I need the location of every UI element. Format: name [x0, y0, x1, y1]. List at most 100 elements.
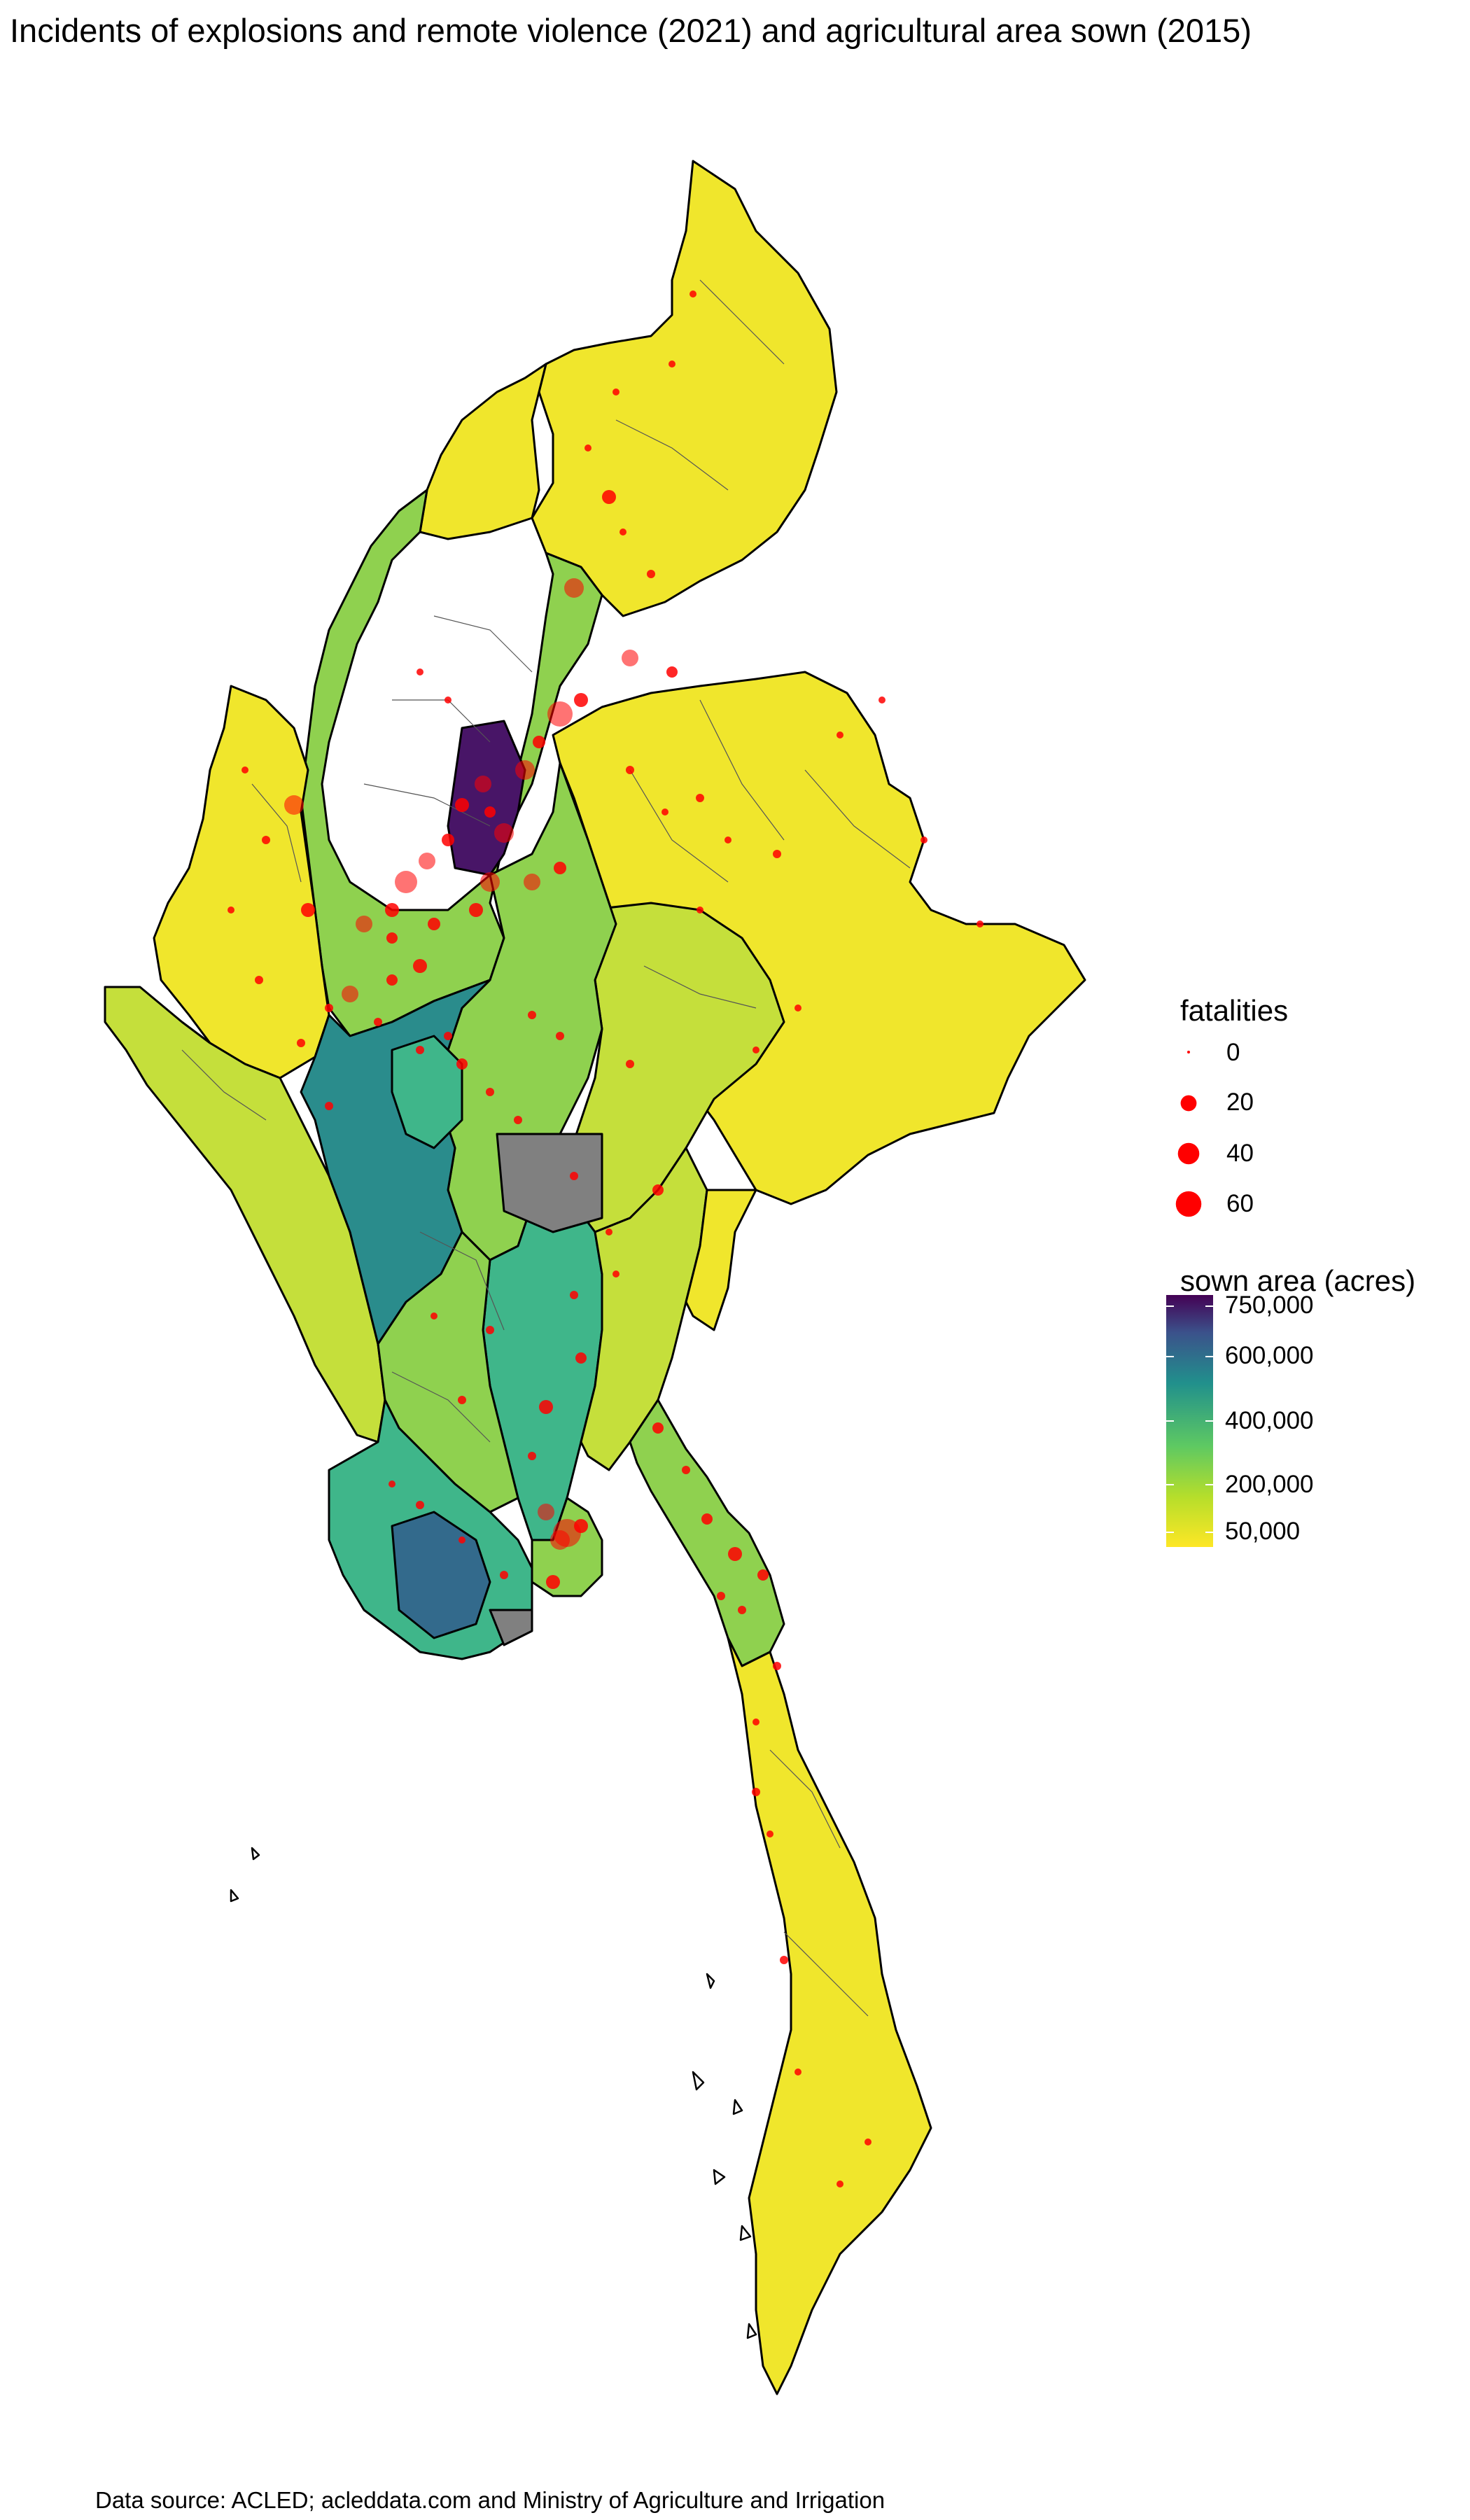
incident-point [766, 1830, 774, 1837]
incident-point [752, 1788, 760, 1796]
incident-point [255, 976, 263, 984]
legend-fatalities-title: fatalities [1180, 994, 1289, 1027]
incident-point [494, 823, 514, 843]
incident-point [752, 1718, 760, 1726]
incident-point [469, 903, 483, 917]
legend-fatalities-dot [1187, 1051, 1190, 1054]
legend-graphics [1166, 1051, 1213, 1547]
incident-point [584, 444, 592, 451]
township-boundary [251, 783, 302, 883]
incident-point [976, 920, 983, 927]
region-kayah [685, 1189, 757, 1331]
incident-point [444, 1032, 452, 1040]
region-na-grey-south [489, 1609, 533, 1646]
incident-point [458, 1536, 465, 1544]
incident-point [416, 1046, 424, 1054]
township-boundary [363, 783, 491, 827]
incident-point [385, 903, 399, 917]
incident-point [356, 916, 372, 932]
incident-point [724, 836, 732, 844]
township-boundary [391, 1371, 491, 1443]
legend-sown-area-tick: 400,000 [1225, 1407, 1314, 1434]
incident-point [606, 1228, 612, 1236]
region-layer [104, 160, 1086, 2395]
incident-point [836, 2180, 844, 2188]
incident-point [395, 871, 417, 893]
region-na-grey [496, 1133, 603, 1233]
incident-point [500, 1571, 508, 1579]
incident-point [413, 959, 427, 973]
township-boundary [433, 615, 533, 673]
incident-point [794, 1004, 802, 1011]
region-sagaing [300, 489, 603, 1037]
incident-point [575, 1352, 587, 1364]
township-boundary [181, 1049, 267, 1121]
incident-point [515, 760, 535, 780]
incident-point [442, 834, 454, 846]
incident-point [374, 1018, 382, 1026]
township-boundary [643, 965, 757, 1009]
incident-point [227, 906, 234, 913]
incident-point [484, 806, 496, 818]
incident-point [647, 570, 655, 578]
island [251, 1847, 260, 1861]
incident-point [284, 795, 304, 815]
legend-fatalities-label: 60 [1226, 1190, 1254, 1217]
incident-point [428, 918, 440, 930]
legend-sown-area-tick: 750,000 [1225, 1292, 1314, 1319]
incident-point [652, 1184, 664, 1196]
incident-point [486, 1088, 494, 1096]
island [706, 1973, 715, 1989]
incident-point [456, 1058, 468, 1070]
incident-point [794, 2068, 802, 2076]
incident-point [528, 1452, 536, 1460]
incident-point [538, 1504, 554, 1520]
township-boundary [629, 769, 729, 883]
incident-point [444, 696, 451, 704]
incident-point [570, 1291, 578, 1299]
incident-point [486, 1326, 494, 1334]
incident-point [301, 903, 315, 917]
incident-point [556, 1032, 564, 1040]
incident-point [773, 1662, 781, 1670]
legend-fatalities-dot [1177, 1142, 1200, 1165]
incident-point [682, 1466, 690, 1474]
island [713, 2169, 726, 2185]
township-boundary [699, 279, 785, 365]
township-boundary [804, 769, 911, 869]
island [692, 2071, 705, 2091]
incident-point [696, 906, 704, 913]
legend-sown-area-tick: 50,000 [1225, 1518, 1301, 1545]
island [739, 2225, 752, 2241]
township-boundary [615, 419, 729, 491]
incident-point [325, 1004, 333, 1012]
incident-point [666, 666, 678, 678]
incident-point [241, 766, 248, 774]
legend-sown-area-tick: 200,000 [1225, 1471, 1314, 1498]
region-rakhine [104, 986, 386, 1443]
incident-point [524, 874, 540, 890]
incident-point [430, 1312, 438, 1320]
township-boundary [699, 699, 785, 841]
legend-fatalities-dot [1180, 1095, 1197, 1112]
region-mon [629, 1399, 785, 1667]
incident-point [262, 836, 270, 844]
incident-point [455, 798, 469, 812]
region-kachin [531, 160, 838, 617]
incident-point [416, 668, 424, 676]
incident-point [738, 1606, 746, 1614]
incident-point [626, 1060, 634, 1068]
region-delta-dark [391, 1511, 491, 1639]
incident-point [773, 850, 781, 858]
township-boundary [783, 1931, 869, 2017]
incident-point [780, 1956, 788, 1964]
legend-fatalities-label: 20 [1226, 1088, 1254, 1116]
incident-point [386, 974, 398, 986]
incident-point [696, 794, 704, 802]
incident-point [547, 701, 573, 727]
incident-point [662, 808, 668, 816]
incident-point [620, 528, 626, 536]
incident-point [388, 1480, 396, 1488]
island [230, 1889, 239, 1903]
